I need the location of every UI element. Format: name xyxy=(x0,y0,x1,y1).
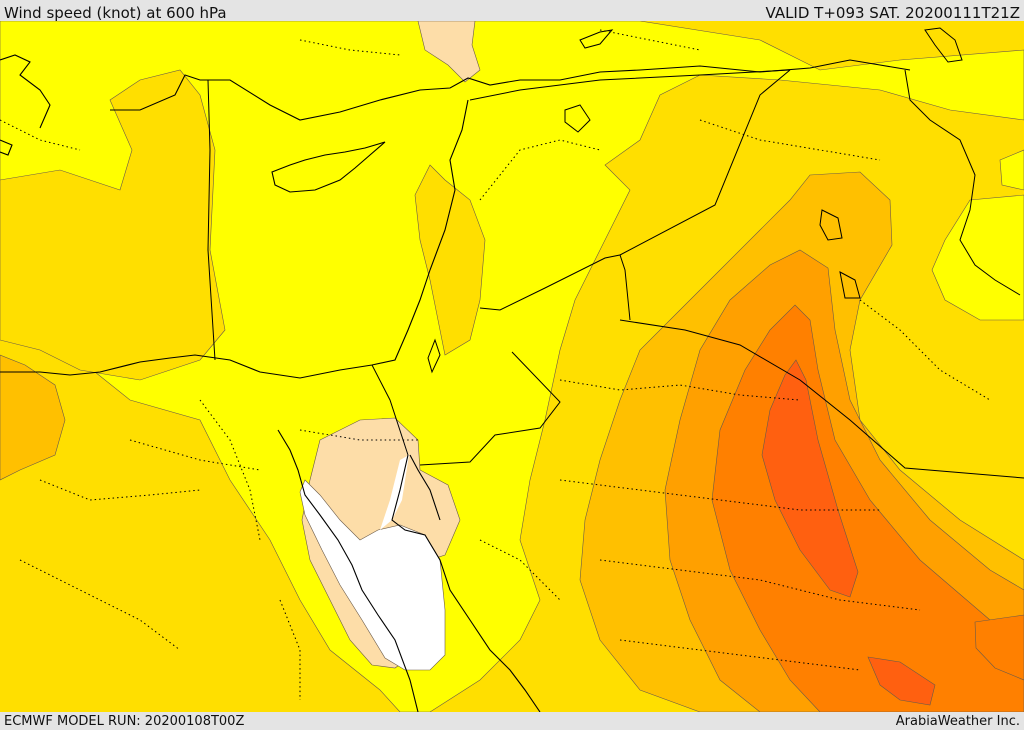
header-bar: Wind speed (knot) at 600 hPa VALID T+093… xyxy=(0,0,1024,22)
zone-calm-redsea xyxy=(299,479,446,671)
map-title: Wind speed (knot) at 600 hPa xyxy=(4,4,227,22)
valid-time: VALID T+093 SAT. 20200111T21Z xyxy=(765,4,1020,22)
zone-light-ne xyxy=(931,194,1024,321)
coast-gulf-aqaba xyxy=(409,454,441,521)
lake-tharthar xyxy=(839,271,861,299)
lake-dead-sea xyxy=(427,338,441,374)
border-syria-iraq-north xyxy=(619,69,791,256)
border-syria-iraq xyxy=(479,254,631,321)
border-syria-turkey xyxy=(469,69,791,101)
coast-levant xyxy=(0,99,469,379)
credit: ArabiaWeather Inc. xyxy=(895,714,1020,729)
coast-sinai xyxy=(277,429,419,712)
border-egypt-libya xyxy=(207,79,216,361)
model-run: ECMWF MODEL RUN: 20200108T00Z xyxy=(4,714,245,729)
coast-west-islands xyxy=(0,139,13,156)
zone-light-central xyxy=(0,21,1024,712)
wind-speed-map xyxy=(0,21,1024,712)
footer-bar: ECMWF MODEL RUN: 20200108T00Z ArabiaWeat… xyxy=(0,712,1024,729)
zone-jet-core xyxy=(761,359,859,598)
zone-calm-gulf xyxy=(380,455,409,530)
zone-jet-core-se xyxy=(867,656,936,706)
border-egypt-sudan xyxy=(371,364,409,456)
lake-tuz xyxy=(564,104,591,133)
zone-very-strong-se xyxy=(974,614,1024,681)
zone-very-light-north xyxy=(417,21,481,83)
border-jordan-saudi xyxy=(419,351,561,466)
zone-light-ne2 xyxy=(999,149,1024,191)
coast-sinai-east xyxy=(391,454,541,712)
border-iraq-iran xyxy=(904,69,1021,296)
border-iraq-saudi xyxy=(619,319,1024,479)
provincial-boundaries xyxy=(0,29,991,700)
zone-moderate-levant xyxy=(414,164,486,356)
zone-fresh-west xyxy=(0,354,66,481)
island-cyprus xyxy=(271,141,386,193)
lake-van xyxy=(579,29,614,49)
zone-moderate-west xyxy=(0,69,226,381)
borders xyxy=(207,69,1024,479)
lake-razzaza xyxy=(819,209,843,241)
coast-aegean xyxy=(0,54,51,129)
lake-urmia xyxy=(924,27,963,63)
